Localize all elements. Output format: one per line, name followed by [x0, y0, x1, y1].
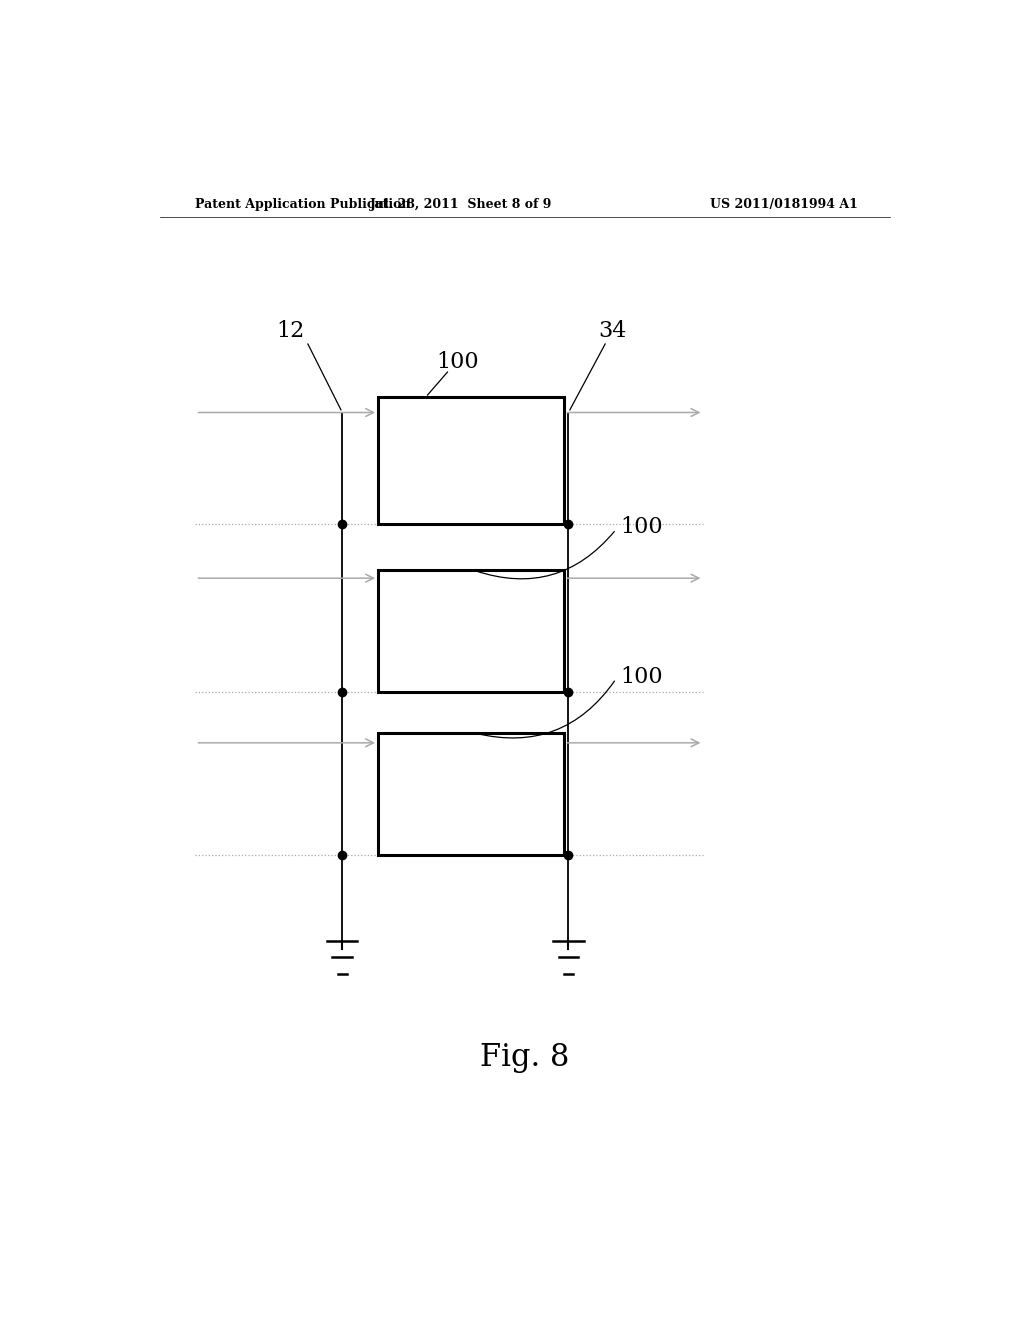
Text: 100: 100 — [620, 516, 663, 539]
Text: Fig. 8: Fig. 8 — [480, 1043, 569, 1073]
Bar — [378, 570, 564, 692]
Text: 12: 12 — [276, 321, 305, 342]
Text: US 2011/0181994 A1: US 2011/0181994 A1 — [711, 198, 858, 211]
Text: 100: 100 — [436, 351, 478, 372]
Text: 100: 100 — [620, 665, 663, 688]
Text: 34: 34 — [598, 321, 627, 342]
Text: Patent Application Publication: Patent Application Publication — [196, 198, 411, 211]
Bar — [378, 733, 564, 854]
Text: Jul. 28, 2011  Sheet 8 of 9: Jul. 28, 2011 Sheet 8 of 9 — [370, 198, 553, 211]
Bar — [378, 397, 564, 524]
